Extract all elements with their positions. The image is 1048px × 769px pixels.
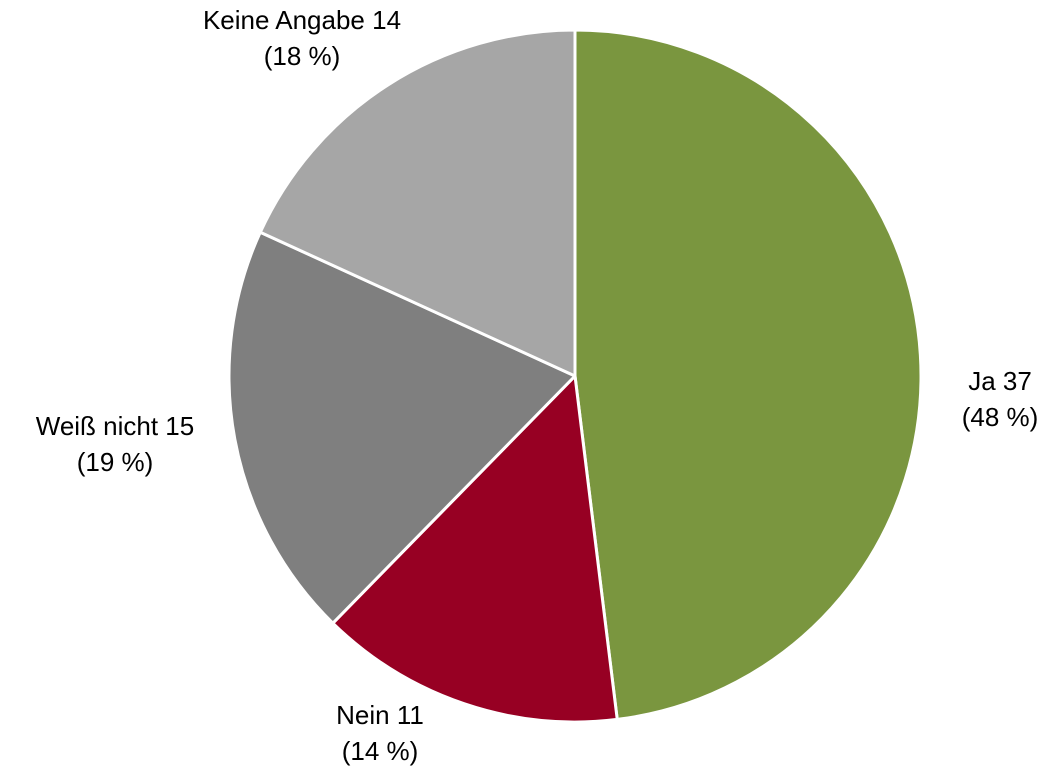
pie-slice [331, 374, 619, 724]
pie-slice [227, 230, 577, 625]
pie-slice [573, 28, 923, 721]
data-label: Keine Angabe 14 [203, 5, 401, 35]
pie-slice [258, 28, 577, 378]
percent-label: (14 %) [342, 736, 419, 766]
percent-label: (48 %) [962, 402, 1039, 432]
percent-label: (19 %) [77, 447, 154, 477]
percent-label: (18 %) [264, 41, 341, 71]
data-label: Weiß nicht 15 [36, 411, 194, 441]
data-label: Ja 37 [968, 366, 1032, 396]
data-label: Nein 11 [336, 700, 424, 730]
